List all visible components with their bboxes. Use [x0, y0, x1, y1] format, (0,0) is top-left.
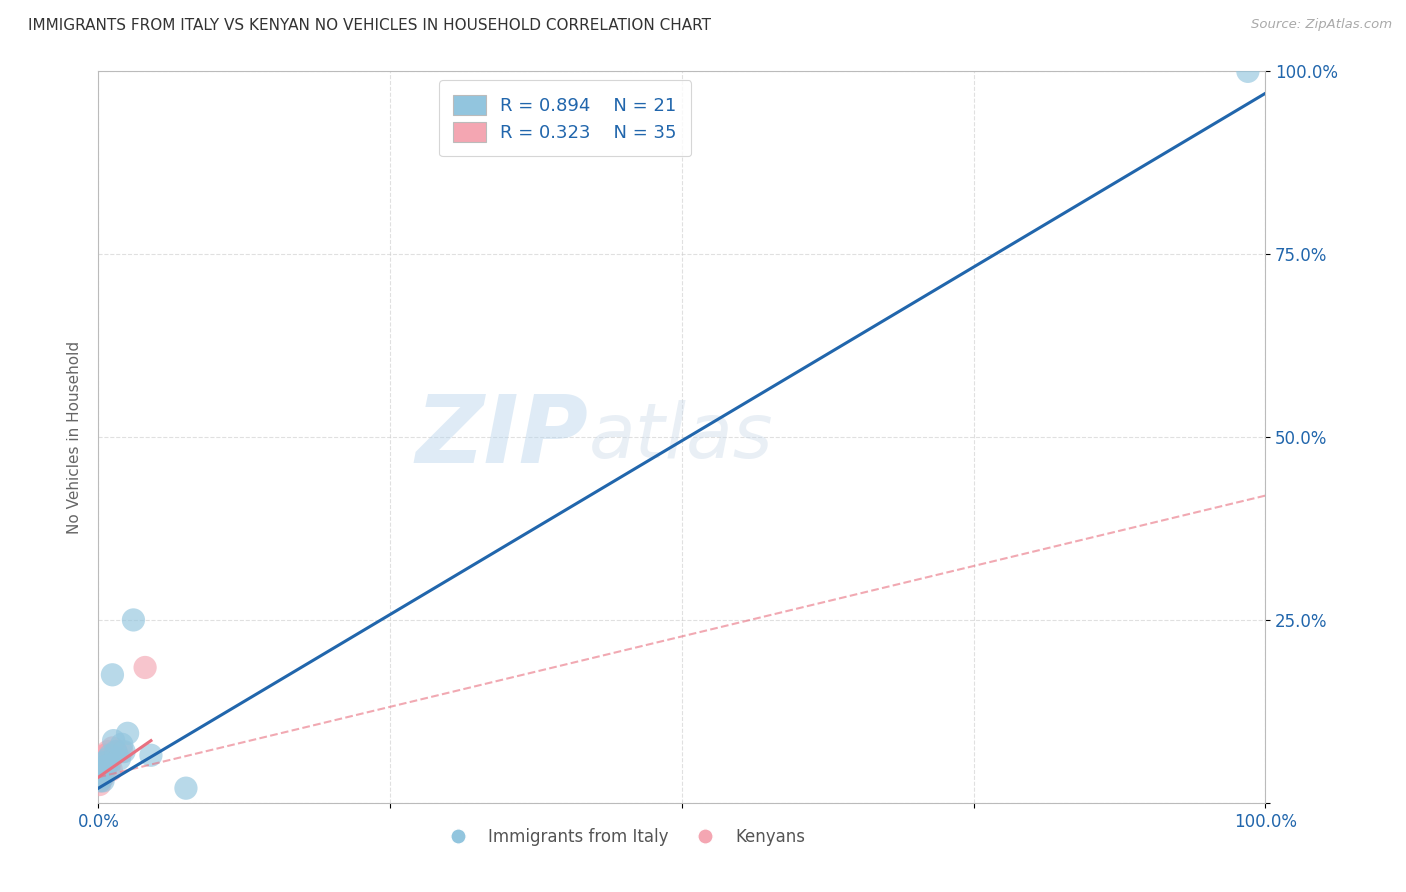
Point: [90, 770, 112, 784]
Point: [104, 745, 127, 759]
Point: [89, 778, 111, 792]
Point: [90, 766, 112, 780]
Point: [97, 745, 120, 759]
Point: [94, 752, 117, 766]
Point: [89, 773, 111, 788]
Point: [90, 770, 112, 784]
Point: [97, 752, 120, 766]
Point: [91, 763, 114, 777]
Point: [97, 752, 120, 766]
Text: ZIP: ZIP: [416, 391, 589, 483]
Point: [93, 756, 115, 770]
Point: [98, 756, 121, 770]
Point: [96, 748, 118, 763]
Point: [96, 759, 118, 773]
Point: [101, 667, 124, 681]
Text: Source: ZipAtlas.com: Source: ZipAtlas.com: [1251, 18, 1392, 31]
Point: [134, 660, 156, 674]
Point: [90, 770, 112, 784]
Text: atlas: atlas: [589, 401, 773, 474]
Point: [90, 766, 112, 780]
Point: [94, 759, 117, 773]
Point: [117, 726, 139, 740]
Point: [97, 763, 120, 777]
Point: [122, 613, 145, 627]
Text: IMMIGRANTS FROM ITALY VS KENYAN NO VEHICLES IN HOUSEHOLD CORRELATION CHART: IMMIGRANTS FROM ITALY VS KENYAN NO VEHIC…: [28, 18, 711, 33]
Point: [90, 763, 112, 777]
Point: [103, 733, 125, 747]
Point: [93, 766, 115, 780]
Point: [104, 745, 127, 759]
Point: [91, 770, 114, 784]
Point: [98, 748, 121, 763]
Point: [1237, 64, 1260, 78]
Point: [90, 770, 112, 784]
Point: [94, 759, 117, 773]
Point: [94, 756, 117, 770]
Point: [96, 759, 118, 773]
Point: [174, 781, 197, 796]
Point: [93, 759, 115, 773]
Point: [100, 763, 122, 777]
Point: [93, 763, 115, 777]
Point: [97, 756, 120, 770]
Point: [90, 752, 112, 766]
Y-axis label: No Vehicles in Household: No Vehicles in Household: [66, 341, 82, 533]
Point: [90, 766, 112, 780]
Point: [91, 763, 114, 777]
Point: [94, 748, 117, 763]
Point: [108, 752, 131, 766]
Legend: Immigrants from Italy, Kenyans: Immigrants from Italy, Kenyans: [434, 822, 813, 853]
Point: [91, 756, 114, 770]
Point: [91, 773, 114, 788]
Point: [94, 748, 117, 763]
Point: [111, 737, 134, 751]
Point: [101, 740, 124, 755]
Point: [93, 759, 115, 773]
Point: [89, 773, 111, 788]
Point: [111, 745, 134, 759]
Point: [139, 748, 162, 763]
Point: [90, 763, 112, 777]
Point: [112, 745, 135, 759]
Point: [91, 756, 114, 770]
